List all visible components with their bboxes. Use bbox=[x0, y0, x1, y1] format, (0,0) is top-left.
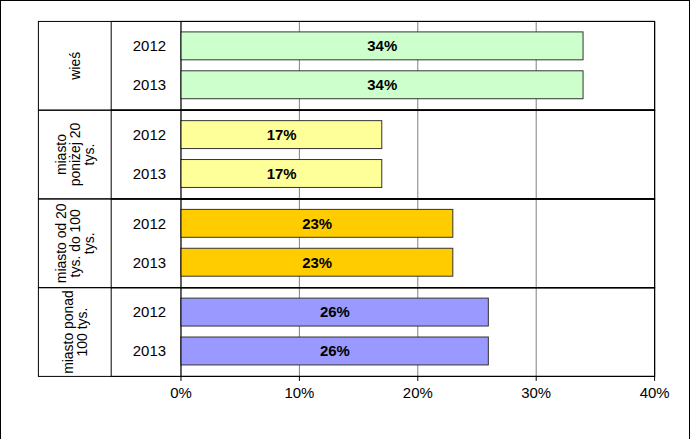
svg-text:30%: 30% bbox=[521, 384, 551, 401]
svg-text:23%: 23% bbox=[302, 254, 332, 271]
svg-text:10%: 10% bbox=[284, 384, 314, 401]
svg-text:26%: 26% bbox=[320, 303, 350, 320]
svg-text:2013: 2013 bbox=[133, 76, 166, 93]
svg-text:miastoponiżej 20tys.: miastoponiżej 20tys. bbox=[53, 123, 97, 187]
svg-text:17%: 17% bbox=[267, 165, 297, 182]
svg-text:miasto od 20tys. do 100tys.: miasto od 20tys. do 100tys. bbox=[53, 203, 97, 283]
svg-text:2013: 2013 bbox=[133, 165, 166, 182]
svg-text:34%: 34% bbox=[367, 37, 397, 54]
svg-text:2013: 2013 bbox=[133, 342, 166, 359]
svg-text:40%: 40% bbox=[640, 384, 670, 401]
svg-text:wieś: wieś bbox=[67, 52, 83, 81]
svg-text:0%: 0% bbox=[170, 384, 192, 401]
svg-text:2012: 2012 bbox=[133, 303, 166, 320]
svg-text:2012: 2012 bbox=[133, 215, 166, 232]
svg-text:23%: 23% bbox=[302, 215, 332, 232]
svg-text:2012: 2012 bbox=[133, 37, 166, 54]
svg-text:34%: 34% bbox=[367, 76, 397, 93]
svg-text:26%: 26% bbox=[320, 342, 350, 359]
svg-text:miasto ponad100 tys.: miasto ponad100 tys. bbox=[60, 290, 90, 374]
svg-text:20%: 20% bbox=[403, 384, 433, 401]
svg-text:17%: 17% bbox=[267, 126, 297, 143]
svg-text:2013: 2013 bbox=[133, 254, 166, 271]
svg-text:2012: 2012 bbox=[133, 126, 166, 143]
